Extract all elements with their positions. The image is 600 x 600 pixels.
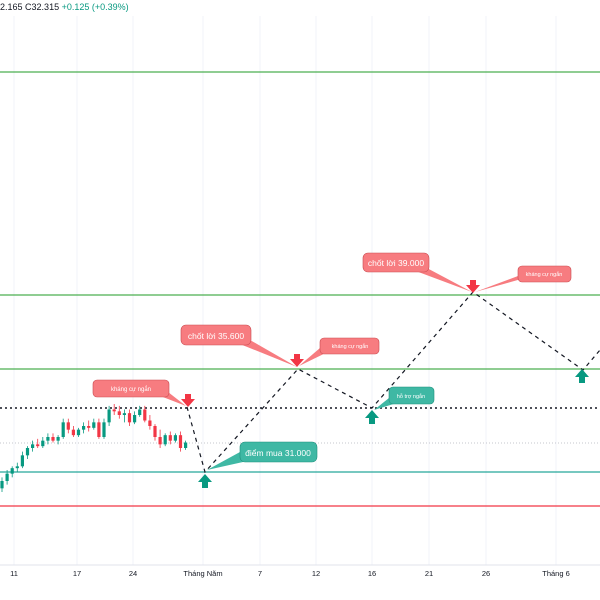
- candle-body[interactable]: [102, 422, 106, 437]
- x-tick-label: 24: [129, 569, 137, 578]
- price-change: +0.125 (+0.39%): [61, 2, 129, 12]
- candle-body[interactable]: [36, 444, 40, 447]
- candle-body[interactable]: [20, 455, 24, 467]
- callout-chot-loi-2-text: chốt lời 39.000: [368, 258, 424, 268]
- candle-body[interactable]: [46, 437, 50, 441]
- candlestick-series: [0, 404, 188, 492]
- candle-body[interactable]: [10, 468, 14, 474]
- candle-body[interactable]: [82, 426, 86, 430]
- callout-khang-cu-3[interactable]: kháng cự ngắn: [475, 265, 572, 292]
- callout-khang-cu-2[interactable]: kháng cự ngắn: [299, 337, 380, 366]
- callout-chot-loi-2[interactable]: chốt lời 39.000: [362, 252, 472, 292]
- candle-body[interactable]: [168, 435, 172, 441]
- candle-body[interactable]: [76, 429, 81, 436]
- candle-body[interactable]: [122, 413, 126, 415]
- arrow-down-icon[interactable]: [466, 280, 480, 293]
- x-tick-label: 16: [368, 569, 376, 578]
- arrow-down-icon[interactable]: [181, 394, 195, 407]
- callout-diem-mua-text: điểm mua 31.000: [245, 448, 311, 458]
- candle-body[interactable]: [127, 413, 132, 423]
- callout-khang-cu-2-text: kháng cự ngắn: [332, 343, 369, 350]
- candle-body[interactable]: [92, 422, 96, 428]
- candle-body[interactable]: [51, 437, 55, 441]
- arrow-down-icon[interactable]: [290, 354, 304, 367]
- candle-body[interactable]: [0, 481, 4, 489]
- x-tick-label: 7: [258, 569, 262, 578]
- candle-body[interactable]: [158, 437, 162, 445]
- candle-body[interactable]: [163, 435, 167, 445]
- candle-body[interactable]: [5, 473, 9, 481]
- candle-body[interactable]: [184, 442, 188, 449]
- candle-body[interactable]: [143, 409, 147, 421]
- x-tick-label: 21: [425, 569, 433, 578]
- x-tick-label: 26: [482, 569, 490, 578]
- candle-body[interactable]: [173, 435, 177, 441]
- candle-body[interactable]: [25, 448, 30, 456]
- x-tick-label: 17: [73, 569, 81, 578]
- candle-body[interactable]: [148, 420, 152, 427]
- grid-lines: [13, 16, 557, 565]
- candle-body[interactable]: [107, 409, 111, 423]
- candle-body[interactable]: [71, 429, 75, 436]
- callout-chot-loi-1-text: chốt lời 35.600: [188, 331, 244, 341]
- candle-body[interactable]: [97, 422, 101, 437]
- arrow-up-icon[interactable]: [365, 410, 379, 424]
- candle-body[interactable]: [56, 437, 60, 441]
- candle-body[interactable]: [178, 435, 183, 448]
- candle-body[interactable]: [41, 440, 45, 447]
- arrow-up-icon[interactable]: [198, 474, 212, 488]
- callout-khang-cu-1[interactable]: kháng cự ngắn: [92, 379, 186, 406]
- candle-body[interactable]: [61, 422, 65, 437]
- callout-khang-cu-1-text: kháng cự ngắn: [111, 386, 151, 393]
- arrow-up-icon[interactable]: [575, 369, 589, 383]
- candle-body[interactable]: [112, 409, 116, 412]
- candle-body[interactable]: [15, 466, 19, 469]
- close-label: C: [25, 2, 32, 12]
- callout-ho-tro-text: hỗ trợ ngắn: [397, 393, 425, 400]
- x-tick-label: 11: [10, 569, 18, 578]
- candle-body[interactable]: [87, 426, 91, 428]
- callout-chot-loi-1[interactable]: chốt lời 35.600: [180, 324, 297, 367]
- x-tick-label: Tháng Năm: [183, 569, 222, 578]
- ohlc-fragment: 2.165: [0, 2, 23, 12]
- candle-body[interactable]: [31, 444, 35, 448]
- projection-path[interactable]: [186, 291, 600, 474]
- candle-body[interactable]: [117, 411, 121, 415]
- candle-body[interactable]: [66, 422, 70, 430]
- close-value: 32.315: [31, 2, 60, 12]
- candle-body[interactable]: [133, 415, 137, 423]
- candle-body[interactable]: [138, 409, 142, 416]
- callout-ho-tro[interactable]: hỗ trợ ngắn: [374, 386, 435, 410]
- x-tick-label: Tháng 6: [542, 569, 570, 578]
- candle-body[interactable]: [153, 426, 157, 437]
- x-tick-label: 12: [312, 569, 320, 578]
- symbol-ohlc-header: 2.165 C32.315 +0.125 (+0.39%): [0, 2, 129, 12]
- x-axis-labels[interactable]: 11 17 24 Tháng Năm 7 12 16 21 26 Tháng 6: [10, 569, 570, 578]
- callout-khang-cu-3-text: kháng cự ngắn: [526, 271, 563, 278]
- callout-diem-mua[interactable]: điểm mua 31.000: [207, 441, 318, 470]
